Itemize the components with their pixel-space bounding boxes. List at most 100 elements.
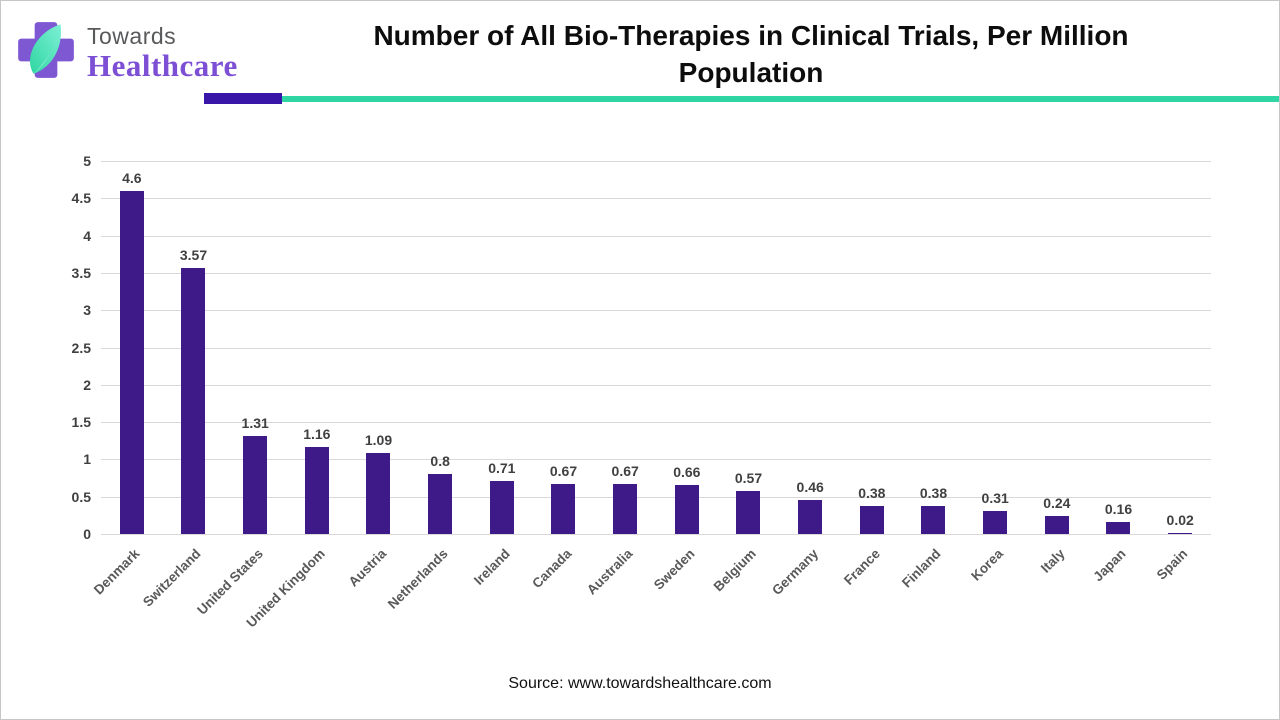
bar-column: 0.38	[841, 161, 903, 534]
x-axis-label: Sweden	[650, 546, 698, 593]
bar	[489, 481, 514, 534]
x-axis-cell: Japan	[1088, 534, 1150, 649]
x-axis-label: France	[840, 546, 883, 588]
x-axis-label: Ireland	[470, 546, 513, 588]
bar-column: 3.57	[163, 161, 225, 534]
x-axis-labels: Denmark Switzerland United States United Ki…	[91, 534, 1211, 649]
bar	[119, 190, 144, 534]
x-axis-cell: Canada	[529, 534, 595, 649]
x-axis-cell: Australia	[584, 534, 656, 649]
x-axis-cell: Germany	[769, 534, 841, 649]
x-axis-label: Austria	[345, 546, 390, 590]
bar	[859, 505, 884, 534]
y-gridline	[101, 496, 1211, 498]
y-tick-label: 1	[83, 451, 91, 468]
y-tick-label: 3.5	[71, 264, 91, 281]
bar-column: 0.24	[1026, 161, 1088, 534]
y-gridline	[101, 198, 1211, 200]
header-accent-teal-line	[282, 96, 1279, 102]
x-axis-cell: Spain	[1149, 534, 1211, 649]
y-gridline	[101, 347, 1211, 349]
bar-column: 0.46	[779, 161, 841, 534]
y-gridline	[101, 310, 1211, 312]
bar-column: 0.8	[409, 161, 471, 534]
bar	[1106, 522, 1131, 534]
bar-value-label: 1.09	[364, 431, 393, 448]
bar-value-label: 0.31	[981, 489, 1009, 506]
bar-value-label: 1.31	[241, 415, 269, 432]
bar-value-label: 0.67	[549, 463, 578, 480]
bar-value-label: 0.02	[1166, 511, 1194, 528]
x-axis-cell: Netherlands	[385, 534, 471, 649]
y-tick-label: 5	[83, 153, 91, 169]
bar-value-label: 0.66	[673, 463, 701, 480]
bar-value-label: 0.8	[430, 453, 450, 470]
medical-cross-leaf-icon	[18, 22, 74, 78]
x-axis-label: Spain	[1154, 546, 1191, 583]
y-gridline	[101, 161, 1211, 162]
source-text: Source: www.towardshealthcare.com	[508, 675, 772, 692]
bar-value-label: 0.16	[1104, 501, 1133, 518]
bar-column: 1.09	[348, 161, 410, 534]
x-axis-cell: Korea	[964, 534, 1026, 649]
bar	[428, 474, 453, 534]
bar-column: 0.67	[533, 161, 595, 534]
y-tick-label: 0.5	[71, 488, 91, 505]
y-tick-label: 2.5	[71, 339, 91, 356]
bar	[798, 499, 823, 534]
bar	[674, 484, 699, 534]
y-tick-label: 1.5	[71, 414, 91, 431]
y-tick-label: 4.5	[71, 190, 91, 207]
x-axis-label: Korea	[968, 546, 1006, 584]
brand-healthcare-text: Healthcare	[87, 48, 238, 83]
towards-healthcare-logo: Towards Healthcare	[13, 17, 238, 84]
bar-value-label: 0.24	[1043, 495, 1071, 512]
bar-column: 0.67	[594, 161, 656, 534]
bar	[243, 436, 268, 534]
bar-value-label: 0.38	[919, 484, 948, 501]
x-axis-cell: Belgium	[711, 534, 780, 649]
bar	[181, 267, 206, 534]
x-axis-cell: France	[841, 534, 903, 649]
bar	[983, 510, 1008, 534]
bar-column: 0.66	[656, 161, 718, 534]
bar-value-label: 0.38	[858, 484, 886, 501]
brand-towards-text: Towards	[87, 23, 177, 49]
bar-value-label: 0.46	[796, 478, 824, 495]
bar-column: 1.31	[224, 161, 286, 534]
y-gridline	[101, 422, 1211, 424]
bar	[366, 452, 391, 534]
bar	[1168, 532, 1193, 534]
x-axis-label: Finland	[899, 546, 945, 591]
x-axis-label: Denmark	[90, 546, 143, 598]
bar-value-label: 0.67	[611, 463, 639, 480]
bar-chart-plot-area: 0 0.5 1 1.5 2 2.5 3 3.5 4 4.5 5 4.6 3.57 1.31 1.16 1.09…	[72, 153, 1211, 542]
bar-column: 0.57	[718, 161, 780, 534]
bar-column: 0.38	[903, 161, 965, 534]
y-gridline	[101, 384, 1211, 386]
bar-column: 1.16	[286, 161, 348, 534]
y-gridline	[101, 459, 1211, 461]
x-axis-label: Japan	[1090, 546, 1130, 585]
x-axis-cell: Italy	[1026, 534, 1088, 649]
header-accent-purple-bar	[204, 93, 282, 104]
bar	[551, 484, 576, 534]
bar-value-label: 3.57	[179, 246, 208, 263]
x-axis-cell: Finland	[899, 534, 965, 649]
bar	[1044, 516, 1069, 534]
x-axis-cell: Ireland	[471, 534, 533, 649]
bar-value-label: 0.57	[734, 470, 763, 487]
x-axis-label: Belgium	[710, 546, 760, 595]
x-axis-cell: Sweden	[651, 534, 718, 649]
bar-value-label: 1.16	[303, 426, 331, 443]
bar-column: 4.6	[101, 161, 163, 534]
bar-column: 0.16	[1088, 161, 1150, 534]
bar-column: 0.31	[964, 161, 1026, 534]
bar-value-label: 0.71	[488, 460, 516, 477]
y-gridline	[101, 534, 1211, 535]
y-tick-label: 4	[83, 227, 91, 244]
bar-column: 0.71	[471, 161, 533, 534]
logo-wordmark: Towards Healthcare	[87, 17, 238, 84]
bar	[304, 447, 329, 534]
